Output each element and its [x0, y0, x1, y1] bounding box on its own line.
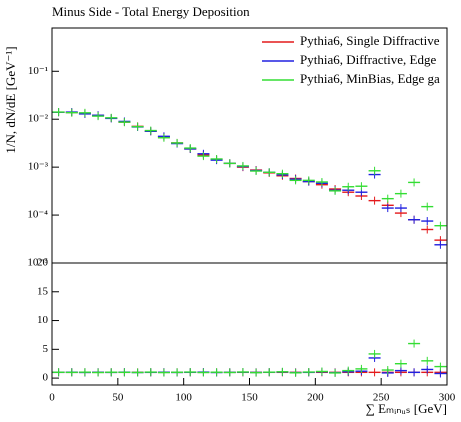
y-tick-label: 10⁻²	[28, 113, 49, 125]
chart-title: Minus Side - Total Energy Deposition	[52, 4, 250, 19]
y-tick-label: 20	[37, 257, 49, 269]
x-tick-label: 100	[175, 392, 192, 404]
legend-label: Pythia6, MinBias, Edge ga	[300, 71, 440, 86]
x-axis-label: ∑ Eₘᵢₙᵤₛ [GeV]	[366, 401, 447, 416]
x-tick-label: 0	[49, 392, 55, 404]
data-points	[52, 339, 447, 378]
legend-label: Pythia6, Single Diffractive	[300, 33, 440, 48]
y-tick-label: 10⁻¹	[28, 65, 48, 77]
x-tick-label: 250	[373, 392, 390, 404]
y-tick-label: 10	[37, 314, 49, 326]
x-tick-label: 200	[307, 392, 324, 404]
x-tick-label: 150	[241, 392, 258, 404]
y-tick-label: 10⁻³	[28, 161, 49, 173]
y-axis-label: 1/N, dN/dE [GeV⁻¹]	[3, 46, 18, 153]
x-tick-label: 300	[439, 392, 456, 404]
y-tick-label: 10⁻⁵	[27, 257, 48, 269]
data-points	[52, 108, 447, 249]
x-tick-label: 50	[112, 392, 124, 404]
y-tick-label: 5	[43, 343, 49, 355]
legend-label: Pythia6, Diffractive, Edge	[300, 52, 436, 67]
y-tick-label: 0	[43, 372, 49, 384]
y-tick-label: 15	[37, 285, 49, 297]
y-tick-label: 10⁻⁴	[27, 209, 48, 221]
